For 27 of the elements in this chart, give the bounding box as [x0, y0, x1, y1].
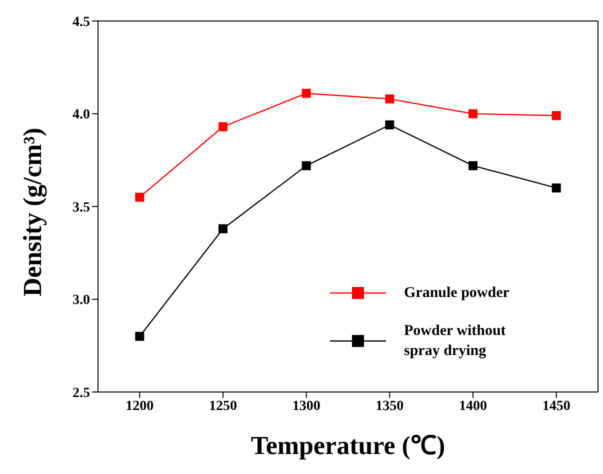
point	[218, 224, 228, 234]
y-tick-label: 3.0	[72, 293, 90, 308]
y-tick-label: 3.5	[72, 200, 90, 216]
x-tick-label: 1400	[459, 398, 487, 414]
point	[468, 161, 478, 170]
legend-label: Granule powder	[404, 284, 510, 303]
point	[552, 111, 561, 120]
x-tick-label: 1300	[292, 398, 320, 414]
y-axis-title: Density (g/cm³)	[18, 128, 48, 296]
x-tick-label: 1200	[126, 398, 154, 414]
x-axis-title: Temperature (℃)	[250, 431, 446, 460]
point	[218, 122, 228, 132]
legend-label: Powder without spray drying	[404, 322, 507, 361]
point	[552, 183, 561, 192]
point	[135, 192, 144, 202]
point	[302, 161, 311, 170]
y-tick-label: 2.5	[72, 386, 90, 401]
y-tick-label: 4.5	[72, 14, 90, 30]
x-tick-label: 1250	[209, 398, 237, 414]
point	[135, 332, 144, 341]
point	[385, 94, 394, 104]
point	[468, 109, 478, 118]
x-tick-label: 1350	[376, 398, 404, 414]
y-tick-label: 4.0	[72, 108, 90, 123]
point	[302, 88, 311, 98]
x-tick-label: 1450	[542, 398, 570, 414]
point	[385, 120, 394, 130]
